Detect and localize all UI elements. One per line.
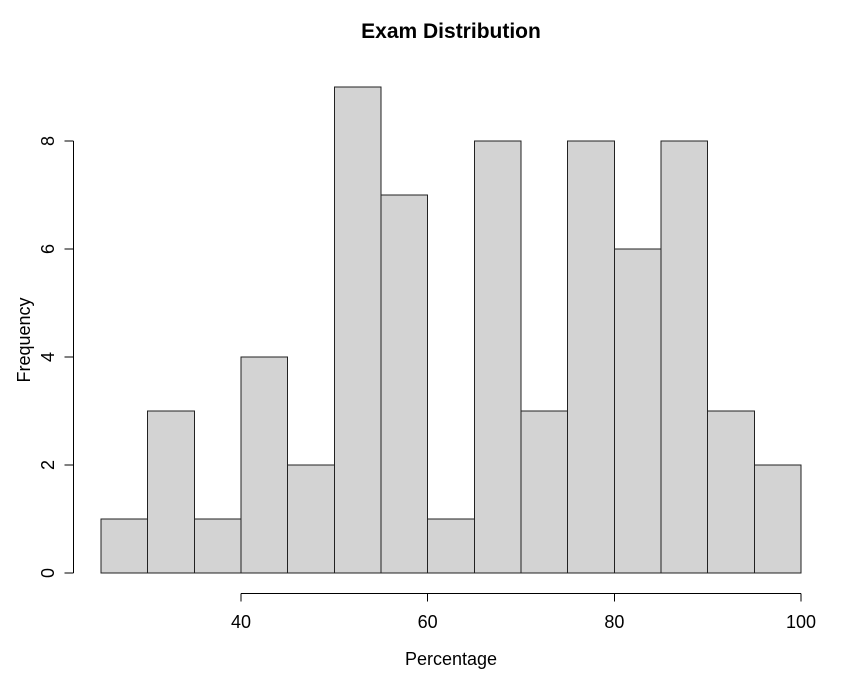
histogram-bar [567,140,615,574]
histogram-bar [753,464,802,574]
histogram-bar [193,518,242,574]
axes-group: 0 2 4 6 8 40 60 80 100 [38,136,816,632]
histogram-bar [100,518,149,574]
histogram-bar [333,86,382,574]
histogram-bar [427,518,475,574]
histogram-bar [287,464,335,574]
y-tick-label: 8 [38,136,58,146]
histogram-bar [473,140,522,574]
x-tick-label: 60 [418,612,438,632]
x-tick-label: 80 [604,612,624,632]
y-tick-label: 0 [38,568,58,578]
histogram-bar [613,248,662,574]
histogram-bar [520,410,569,574]
histogram-bar [240,356,289,574]
bars-group [100,86,802,574]
x-axis-title: Percentage [405,649,497,669]
histogram-bar [660,140,709,574]
x-tick-label: 100 [786,612,816,632]
histogram-bar [147,410,195,574]
x-tick-label: 40 [231,612,251,632]
y-tick-label: 4 [38,352,58,362]
y-tick-label: 6 [38,244,58,254]
chart-title: Exam Distribution [361,20,541,43]
y-tick-label: 2 [38,460,58,470]
y-axis-title: Frequency [14,297,34,382]
histogram-bar [707,410,755,574]
histogram-bar [380,194,429,574]
